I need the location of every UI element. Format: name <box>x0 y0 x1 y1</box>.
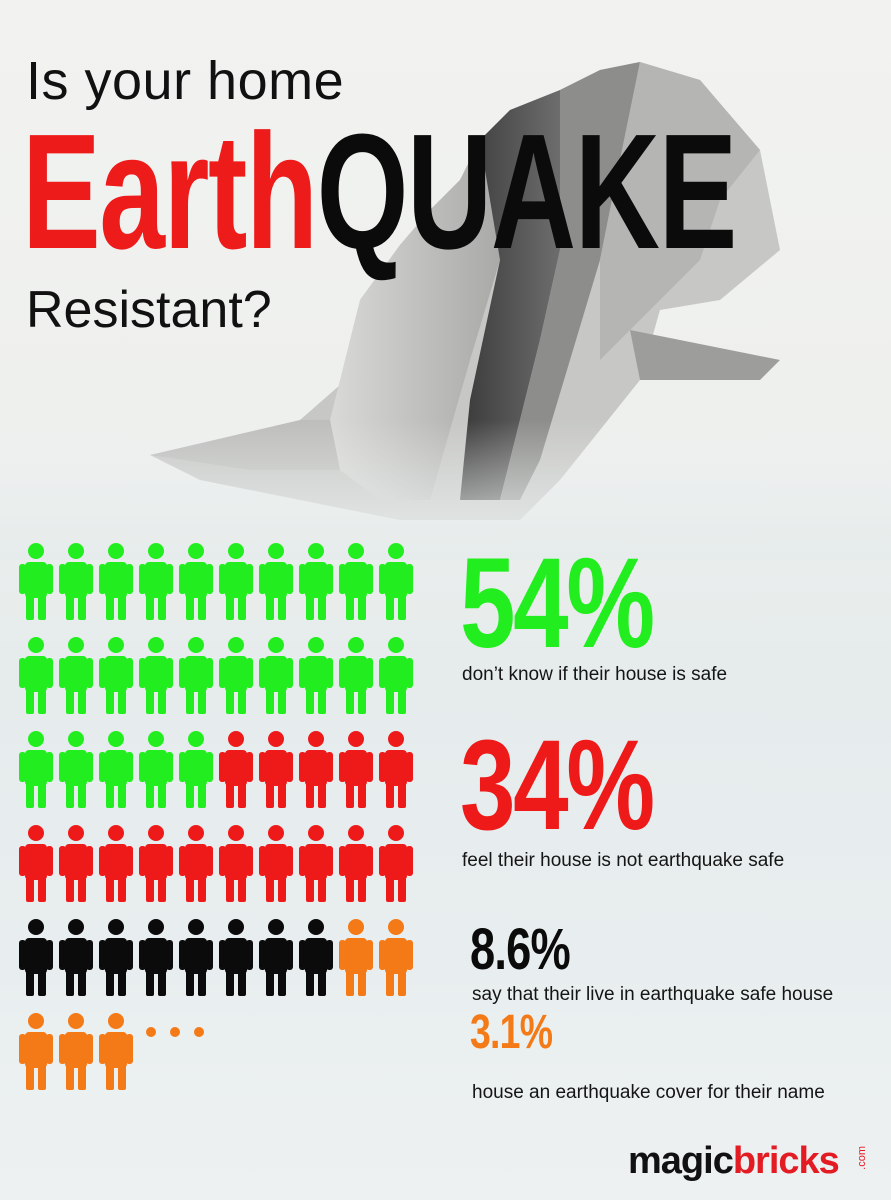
title-line-3: Resistant? <box>26 281 272 339</box>
person-icon-series-2 <box>299 731 333 808</box>
ellipsis-dots <box>146 1027 204 1037</box>
person-icon-series-2 <box>99 825 133 902</box>
person-icon-series-1 <box>59 731 93 808</box>
person-icon-series-4 <box>59 1013 93 1090</box>
title-line-1: Is your home <box>26 51 345 111</box>
title-earth: Earth <box>22 100 318 283</box>
person-icon-series-4 <box>379 919 413 996</box>
person-icon-series-1 <box>179 731 213 808</box>
stat-value-34: 34% <box>460 714 655 857</box>
person-icon-series-3 <box>219 919 253 996</box>
person-icon-series-2 <box>139 825 173 902</box>
stat-value-54: 54% <box>460 532 655 675</box>
person-icon-series-3 <box>139 919 173 996</box>
people-pictograph <box>19 543 413 1090</box>
person-icon-series-2 <box>339 731 373 808</box>
person-icon-series-2 <box>59 825 93 902</box>
stat-description-8-6: say that their live in earthquake safe h… <box>472 984 834 1005</box>
person-icon-series-2 <box>219 825 253 902</box>
person-icon-series-1 <box>259 637 293 714</box>
person-icon-series-1 <box>139 543 173 620</box>
person-icon-series-2 <box>379 731 413 808</box>
person-icon-series-4 <box>339 919 373 996</box>
person-icon-series-1 <box>179 637 213 714</box>
person-icon-series-1 <box>219 637 253 714</box>
person-icon-series-1 <box>259 543 293 620</box>
person-icon-series-2 <box>19 825 53 902</box>
stat-description-54: don’t know if their house is safe <box>462 664 728 685</box>
person-icon-series-4 <box>19 1013 53 1090</box>
person-icon-series-2 <box>259 825 293 902</box>
person-icon-series-3 <box>179 919 213 996</box>
person-icon-series-2 <box>379 825 413 902</box>
stat-description-34: feel their house is not earthquake safe <box>462 850 785 871</box>
person-icon-series-1 <box>379 543 413 620</box>
person-icon-series-1 <box>219 543 253 620</box>
person-icon-series-1 <box>339 637 373 714</box>
stat-description-3-1: house an earthquake cover for their name <box>472 1082 825 1103</box>
stat-value-8-6: 8.6% <box>470 917 571 982</box>
person-icon-series-1 <box>139 731 173 808</box>
title-quake: QUAKE <box>316 100 738 283</box>
person-icon-series-2 <box>219 731 253 808</box>
person-icon-series-1 <box>139 637 173 714</box>
earthquake-crack-illustration <box>0 62 891 560</box>
person-icon-series-4 <box>99 1013 133 1090</box>
person-icon-series-1 <box>19 543 53 620</box>
person-icon-series-1 <box>299 637 333 714</box>
person-icon-series-1 <box>379 637 413 714</box>
person-icon-series-1 <box>99 731 133 808</box>
person-icon-series-1 <box>339 543 373 620</box>
person-icon-series-1 <box>59 637 93 714</box>
person-icon-series-2 <box>179 825 213 902</box>
person-icon-series-3 <box>19 919 53 996</box>
person-icon-series-2 <box>299 825 333 902</box>
person-icon-series-1 <box>299 543 333 620</box>
stat-value-3-1: 3.1% <box>470 1006 553 1059</box>
person-icon-series-1 <box>19 731 53 808</box>
person-icon-series-1 <box>59 543 93 620</box>
person-icon-series-1 <box>99 543 133 620</box>
magicbricks-logo: magicbricks .com <box>628 1140 868 1182</box>
person-icon-series-3 <box>59 919 93 996</box>
title-earthquake: EarthQUAKE <box>22 110 737 274</box>
person-icon-series-2 <box>339 825 373 902</box>
person-icon-series-3 <box>99 919 133 996</box>
person-icon-series-1 <box>19 637 53 714</box>
person-icon-series-3 <box>299 919 333 996</box>
person-icon-series-1 <box>179 543 213 620</box>
person-icon-series-1 <box>99 637 133 714</box>
person-icon-series-2 <box>259 731 293 808</box>
person-icon-series-3 <box>259 919 293 996</box>
